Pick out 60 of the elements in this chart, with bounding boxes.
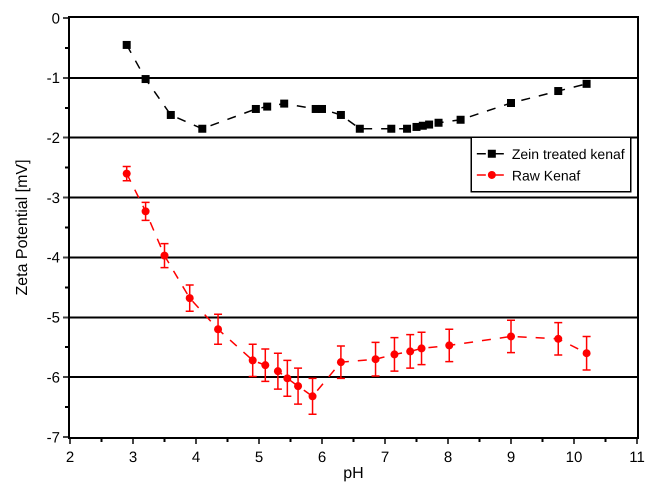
x-tick-label: 8	[444, 449, 452, 466]
point	[387, 124, 396, 133]
legend-label: Zein treated kenaf	[512, 146, 625, 162]
point	[166, 110, 175, 119]
x-tick-label: 6	[318, 449, 326, 466]
x-tick-label: 10	[566, 449, 582, 466]
point	[198, 124, 206, 133]
y-tick-label: -2	[46, 130, 60, 147]
point	[445, 341, 454, 350]
point	[261, 361, 270, 370]
point	[390, 350, 398, 358]
x-tick-label: 5	[254, 449, 264, 466]
point	[418, 344, 426, 352]
point	[142, 75, 150, 84]
point	[252, 104, 260, 113]
y-tick-label: -4	[46, 250, 60, 267]
point	[280, 100, 288, 108]
point	[160, 252, 168, 260]
x-axis-title: pH	[343, 465, 364, 482]
point	[554, 87, 562, 96]
point	[336, 110, 345, 119]
point	[434, 118, 443, 127]
point	[186, 294, 194, 302]
point	[456, 116, 465, 124]
legend-label: Raw Kenaf	[512, 167, 580, 184]
point	[122, 40, 131, 49]
point	[248, 356, 257, 364]
point	[582, 349, 591, 358]
point	[356, 124, 364, 133]
y-tick-label: 0	[52, 10, 60, 28]
point	[425, 120, 434, 129]
y-tick-label: -6	[46, 369, 60, 386]
point	[214, 325, 222, 334]
x-tick-label: 4	[192, 449, 200, 466]
point	[142, 207, 150, 216]
point	[263, 102, 272, 111]
point	[406, 347, 414, 356]
point	[507, 99, 515, 107]
y-tick-label: -3	[46, 190, 60, 207]
point	[372, 355, 380, 364]
y-tick-label: -1	[46, 70, 60, 88]
point	[122, 170, 131, 178]
point	[318, 104, 326, 113]
y-tick-label: -7	[46, 429, 60, 446]
x-tick-label: 11	[629, 449, 645, 466]
point	[403, 124, 412, 133]
point	[582, 80, 591, 88]
x-tick-label: 2	[66, 449, 74, 466]
y-tick-label: -5	[46, 310, 60, 327]
point	[308, 392, 317, 400]
y-axis-title: Zeta Potential [mV]	[14, 159, 32, 296]
point	[554, 334, 562, 343]
point	[507, 332, 515, 340]
point	[336, 358, 345, 366]
x-tick-label: 7	[380, 449, 390, 466]
point	[294, 382, 302, 390]
point	[274, 367, 282, 376]
x-tick-label: 3	[128, 449, 138, 466]
point	[283, 374, 292, 382]
x-tick-label: 9	[506, 449, 516, 466]
